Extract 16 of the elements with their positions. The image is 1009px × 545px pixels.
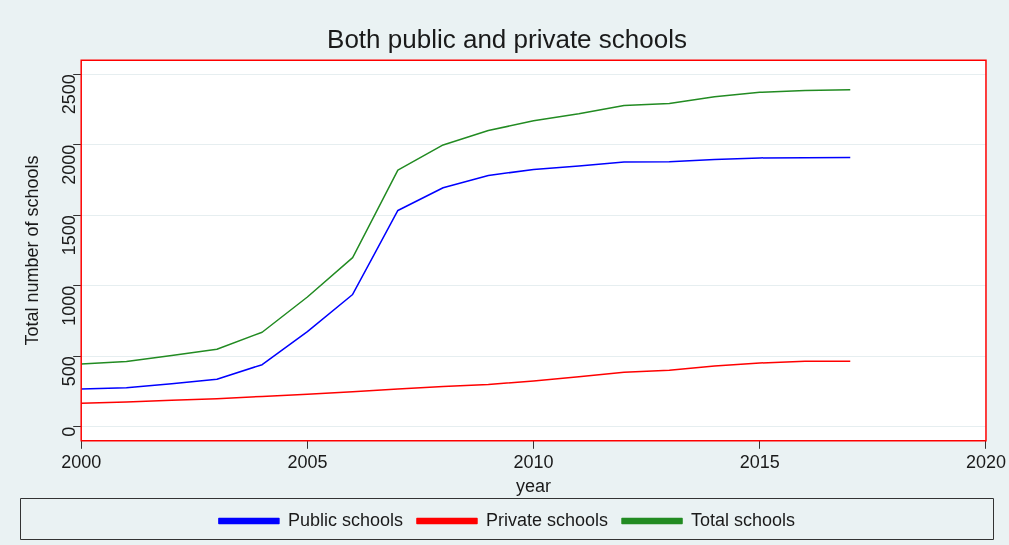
x-tick-label: 2015 [739,451,780,472]
chart-title: Both public and private schools [327,23,687,54]
y-tick-label: 500 [59,356,80,387]
legend-label: Public schools [287,509,403,530]
x-tick-label: 2010 [513,451,554,472]
y-axis-title: Total number of schools [21,155,42,346]
legend-label: Total schools [691,509,796,530]
x-tick-label: 2020 [965,451,1006,472]
y-tick-label: 1500 [59,215,80,256]
legend-label: Private schools [485,509,609,530]
x-tick-label: 2005 [287,451,328,472]
y-tick-label: 2500 [59,74,80,115]
y-tick-label: 1000 [59,285,80,326]
y-tick-label: 0 [59,426,80,437]
x-axis-title: year [516,476,552,497]
y-tick-label: 2000 [59,144,80,185]
